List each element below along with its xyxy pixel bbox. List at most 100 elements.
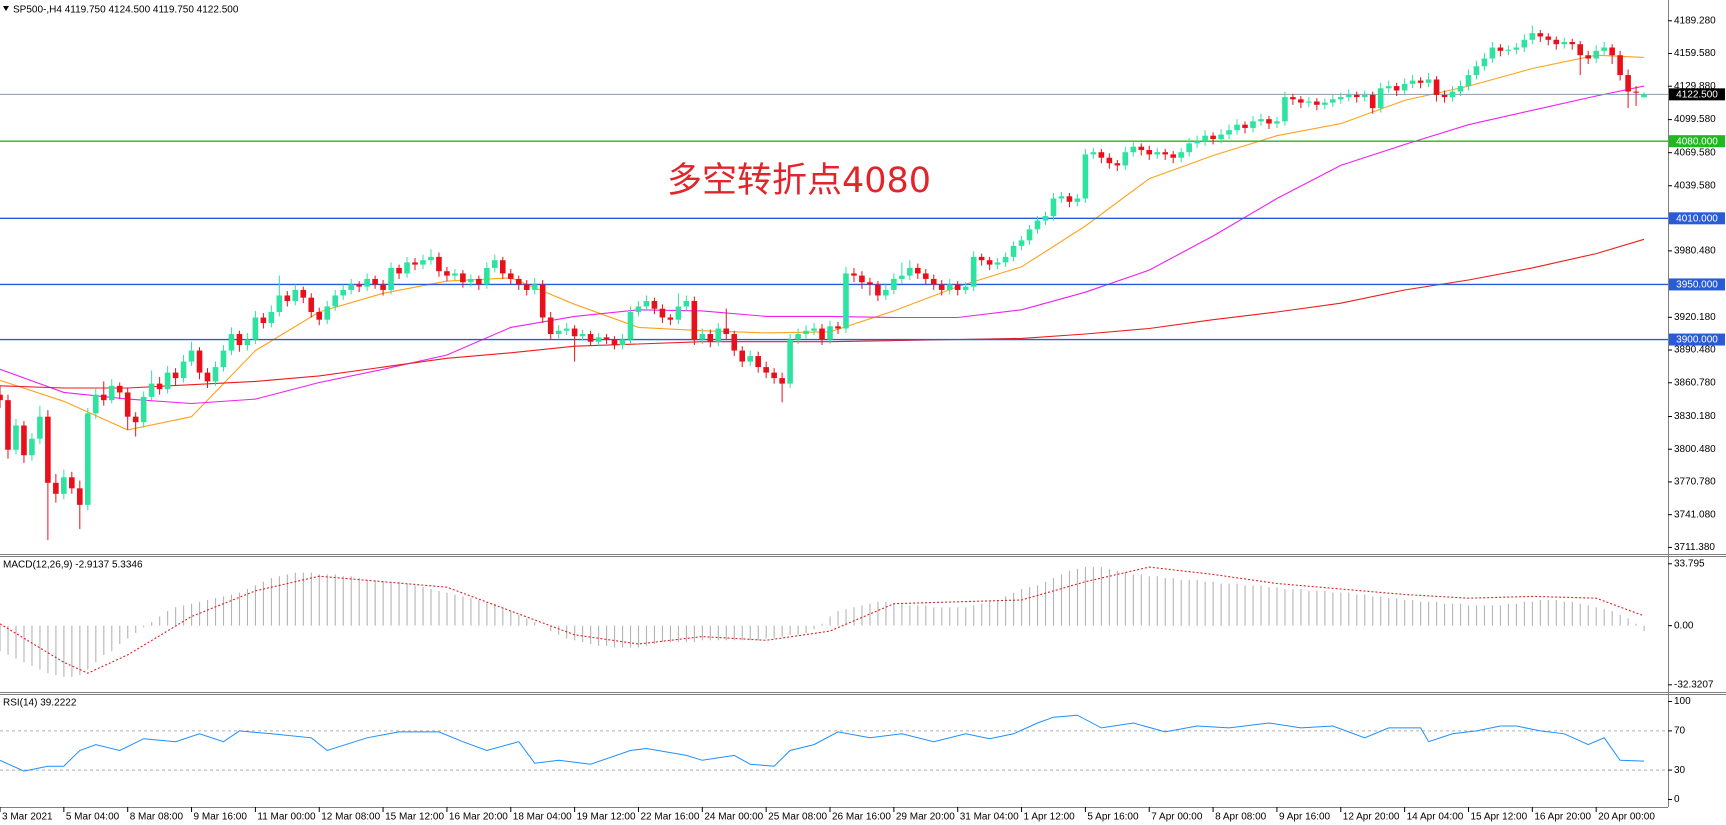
candle-body: [92, 394, 99, 414]
macd-bar: [1308, 590, 1310, 626]
macd-bar: [502, 607, 504, 626]
candle-body: [643, 300, 650, 307]
macd-bar: [350, 576, 352, 626]
macd-bar: [1412, 600, 1414, 626]
macd-bar: [1156, 576, 1158, 626]
candle-body: [1218, 134, 1224, 139]
macd-bar: [414, 585, 416, 626]
macd-bar: [1228, 583, 1230, 626]
candle-body: [1633, 91, 1639, 93]
macd-bar: [278, 576, 280, 626]
macd-bar: [422, 587, 424, 626]
macd-bar: [159, 616, 161, 626]
symbol-menu-icon[interactable]: [3, 6, 9, 11]
candle-body: [1481, 58, 1488, 67]
macd-bar: [135, 625, 137, 633]
level-label: 4080.000: [1676, 136, 1718, 147]
candle-body: [308, 297, 315, 312]
macd-bar: [837, 611, 839, 626]
macd-bar: [342, 576, 344, 626]
y-tick-label: 3830.180: [1674, 411, 1716, 422]
macd-bar: [1364, 594, 1366, 626]
x-tick-label: 29 Mar 20:00: [896, 812, 955, 823]
macd-bar: [1348, 592, 1350, 626]
candle-body: [21, 425, 27, 456]
macd-bar: [1404, 600, 1406, 626]
signal-line: [0, 566, 1645, 674]
macd-bar: [1037, 585, 1039, 626]
macd-bar: [1196, 579, 1198, 626]
x-tick-label: 9 Apr 16:00: [1279, 812, 1331, 823]
candle-body: [284, 295, 291, 301]
macd-bar: [1428, 601, 1430, 626]
macd-bar: [1021, 589, 1023, 626]
candle-body: [180, 361, 187, 379]
macd-bar: [821, 623, 823, 626]
macd-bar: [454, 594, 456, 626]
macd-bar: [829, 616, 831, 626]
candle-body: [228, 334, 235, 351]
x-tick-label: 31 Mar 04:00: [960, 812, 1019, 823]
macd-bar: [1220, 583, 1222, 626]
candle-body: [1513, 47, 1520, 50]
macd-bar: [71, 625, 73, 677]
y-tick-label: 4159.580: [1674, 48, 1716, 59]
macd-bar: [1292, 589, 1294, 626]
macd-bar: [111, 625, 113, 652]
macd-bar: [207, 600, 209, 626]
level-label-box: [1669, 135, 1725, 148]
candle-body: [1314, 101, 1320, 105]
candle-body: [340, 289, 346, 296]
macd-bar: [1164, 578, 1166, 626]
candle-body: [1609, 47, 1615, 56]
macd-bar: [39, 625, 41, 670]
candle-body: [1330, 99, 1336, 103]
macd-bar: [1188, 579, 1190, 626]
level-label-box: [1669, 212, 1725, 225]
x-tick-label: 24 Mar 00:00: [704, 812, 763, 823]
macd-bar: [7, 625, 9, 655]
x-tick-label: 12 Apr 20:00: [1343, 812, 1400, 823]
level-label: 4010.000: [1676, 213, 1718, 224]
macd-bar: [1268, 587, 1270, 626]
x-tick-label: 1 Apr 12:00: [1024, 812, 1076, 823]
candle-body: [691, 300, 698, 340]
candle-body: [1465, 75, 1472, 87]
candle-body: [978, 256, 985, 261]
annotation: 多空转折点4080: [667, 161, 931, 201]
x-tick-label: 16 Apr 20:00: [1534, 812, 1591, 823]
macd-bar: [885, 601, 887, 626]
macd-bar: [965, 607, 967, 626]
candle-body: [843, 273, 849, 329]
macd-bar: [143, 625, 145, 628]
macd-bar: [598, 625, 600, 646]
y-tick-label: 3711.380: [1674, 542, 1715, 553]
y-tick-label: 3920.180: [1674, 312, 1716, 323]
candle-body: [707, 334, 714, 342]
candle-body: [699, 334, 706, 340]
macd-bar: [677, 625, 679, 643]
candle-body: [731, 334, 738, 351]
macd-bar: [430, 589, 432, 626]
candle-body: [5, 400, 11, 450]
candle-body: [1186, 143, 1192, 153]
x-tick-label: 16 Mar 20:00: [449, 812, 508, 823]
macd-bar: [1619, 614, 1621, 626]
macd-bar: [286, 574, 288, 626]
macd-bar: [1555, 600, 1557, 626]
macd-bar: [15, 625, 17, 659]
macd-bar: [1547, 600, 1549, 626]
candle-body: [316, 311, 323, 320]
candle-body: [1369, 94, 1376, 109]
candle-body: [1545, 36, 1552, 40]
candle-body: [715, 328, 722, 342]
candle-body: [1050, 198, 1057, 217]
candle-body: [970, 256, 977, 287]
candle-body: [627, 311, 634, 340]
macd-bar: [853, 607, 855, 626]
candle-body: [1138, 146, 1145, 150]
candle-body: [1178, 152, 1184, 158]
macd-bar: [733, 625, 735, 641]
x-tick-label: 3 Mar 2021: [2, 812, 53, 823]
